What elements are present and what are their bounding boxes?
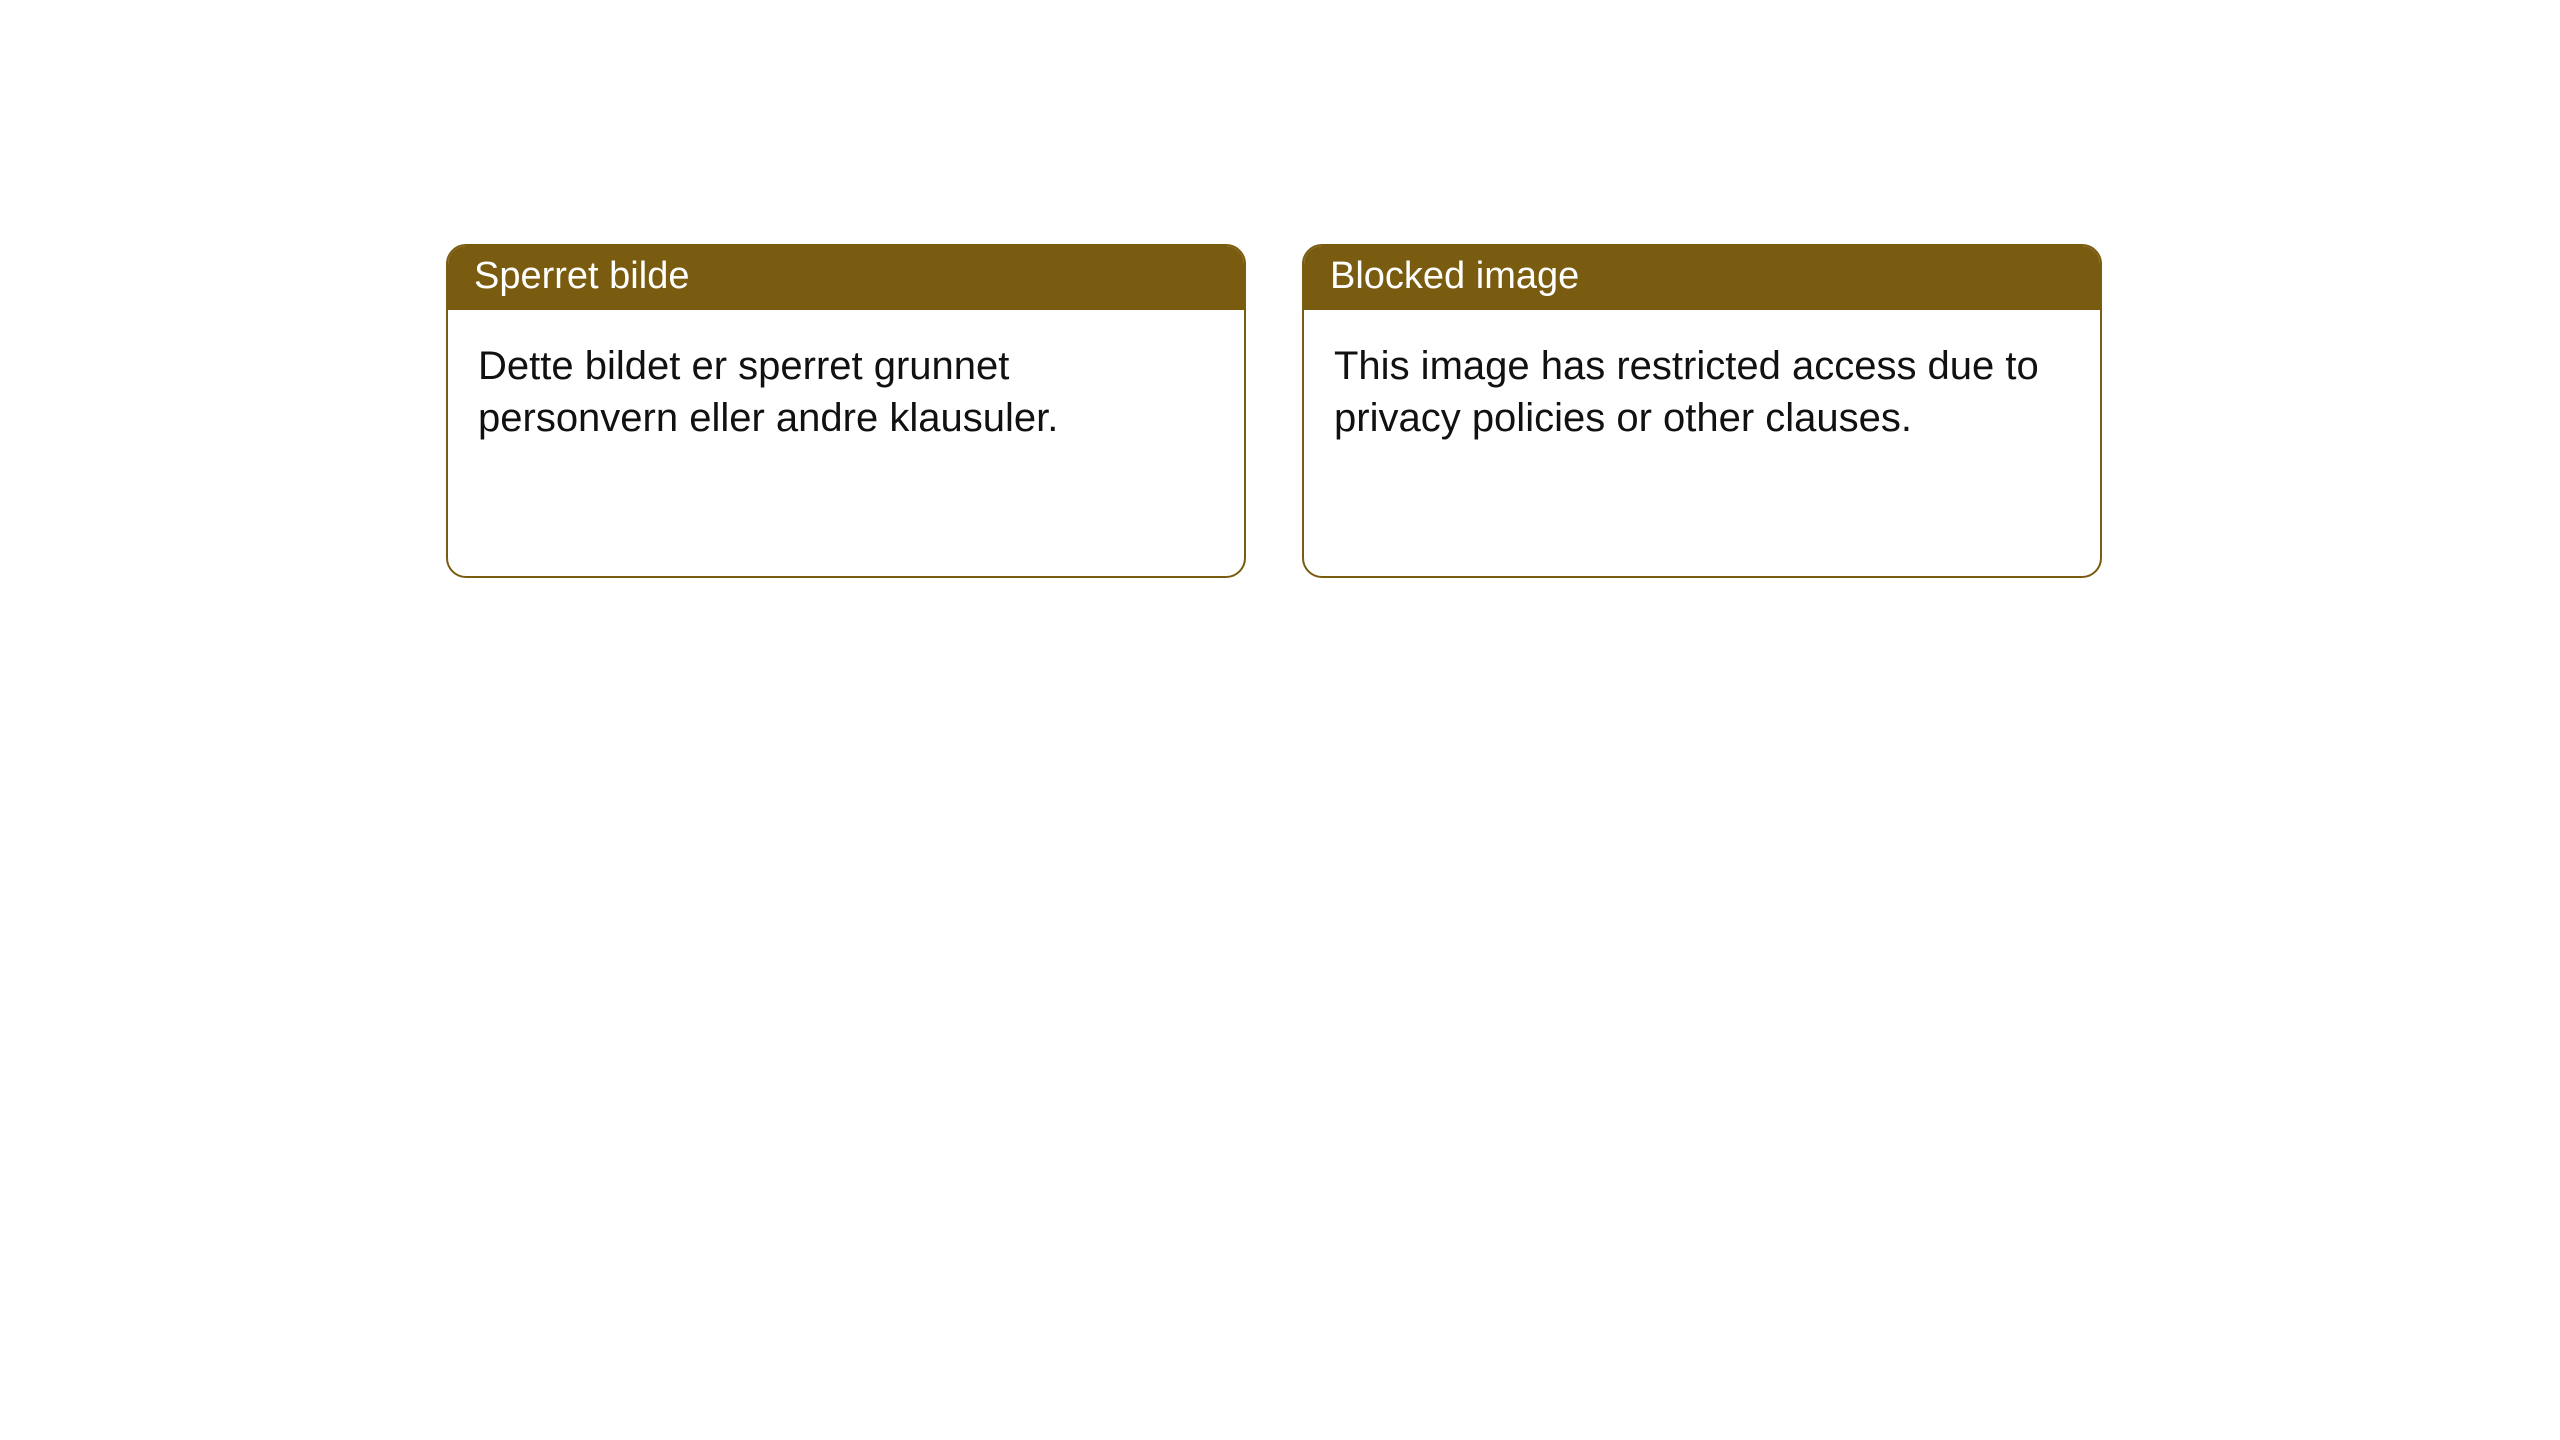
notice-body-english: This image has restricted access due to …: [1304, 310, 2100, 464]
notice-header-norwegian: Sperret bilde: [448, 246, 1244, 310]
notice-card-english: Blocked image This image has restricted …: [1302, 244, 2102, 578]
page: Sperret bilde Dette bildet er sperret gr…: [0, 0, 2560, 1440]
notice-card-norwegian: Sperret bilde Dette bildet er sperret gr…: [446, 244, 1246, 578]
notice-header-english: Blocked image: [1304, 246, 2100, 310]
notice-cards-row: Sperret bilde Dette bildet er sperret gr…: [446, 244, 2102, 578]
notice-body-norwegian: Dette bildet er sperret grunnet personve…: [448, 310, 1244, 464]
